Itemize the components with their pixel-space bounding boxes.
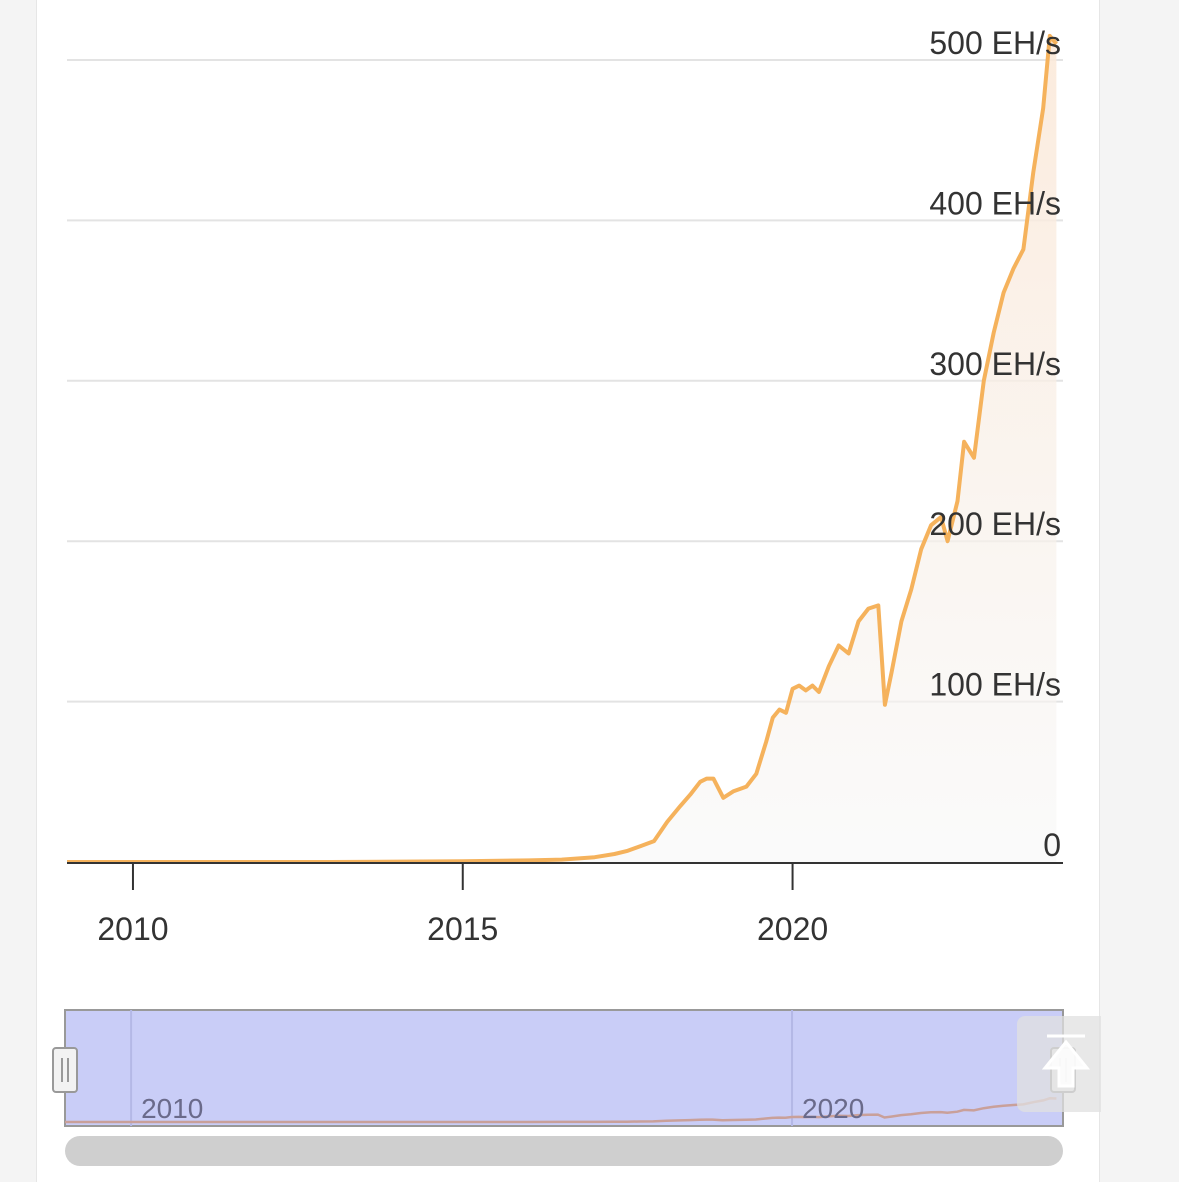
hashrate-chart: 0 100 EH/s 200 EH/s 300 EH/s 400 EH/s 500 EH/…: [52, 25, 1101, 1166]
scrollbar[interactable]: [65, 1136, 1063, 1166]
chart-card: 0 100 EH/s 200 EH/s 300 EH/s 400 EH/s 500 EH/…: [36, 0, 1101, 1182]
navigator-selection[interactable]: [64, 1009, 1064, 1127]
y-tick-label: 500 EH/s: [929, 25, 1061, 61]
y-tick-label: 100 EH/s: [929, 667, 1061, 703]
navigator-x-axis: 2010 2020: [141, 1093, 864, 1124]
y-tick-label: 400 EH/s: [929, 185, 1061, 221]
navigator-gridlines: [130, 1010, 794, 1126]
y-tick-label: 300 EH/s: [929, 346, 1061, 382]
x-tick-label: 2015: [427, 911, 498, 947]
navigator-tick-label: 2020: [802, 1093, 864, 1124]
x-tick-label: 2010: [97, 911, 168, 947]
series-line: [67, 33, 1058, 864]
x-axis: 2010 2015 2020: [67, 862, 1063, 947]
y-tick-label: 0: [1043, 827, 1061, 863]
navigator-tick-label: 2010: [141, 1093, 203, 1124]
series-area: [67, 35, 1057, 862]
navigator-handle-left[interactable]: [52, 1047, 78, 1093]
navigator-series-line: [65, 1097, 1057, 1124]
y-tick-label: 200 EH/s: [929, 506, 1061, 542]
navigator[interactable]: 2010 2020: [52, 1009, 1076, 1127]
y-axis: 0 100 EH/s 200 EH/s 300 EH/s 400 EH/s 500 EH/…: [929, 25, 1061, 863]
x-tick-label: 2020: [757, 911, 828, 947]
arrow-up-icon: [1041, 1034, 1091, 1088]
